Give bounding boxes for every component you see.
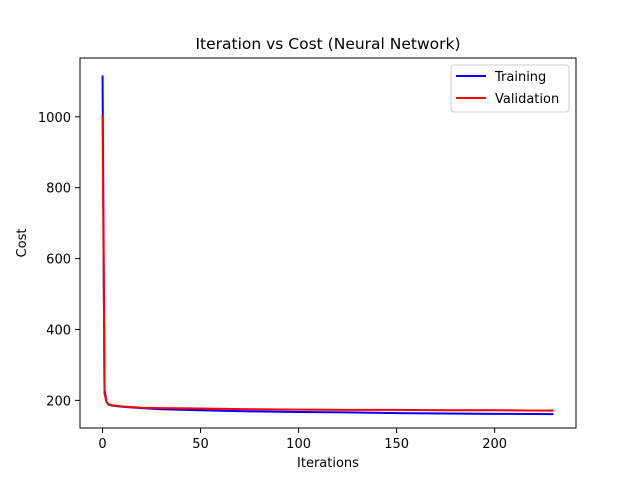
y-axis-label: Cost: [15, 229, 30, 258]
y-tick-label: 1000: [38, 111, 71, 126]
y-tick-label: 600: [46, 253, 71, 268]
legend-label-training: Training: [494, 70, 546, 85]
y-axis: 200 400 600 800 1000: [38, 111, 80, 409]
series-line-validation: [101, 115, 554, 412]
legend-label-validation: Validation: [495, 92, 559, 107]
chart-title: Iteration vs Cost (Neural Network): [195, 35, 460, 53]
legend: Training Validation: [450, 64, 570, 113]
y-tick-label: 400: [46, 323, 71, 338]
x-tick-label: 150: [384, 437, 409, 452]
x-axis: 0 50 100 150 200: [98, 428, 507, 452]
x-tick-label: 100: [286, 437, 311, 452]
x-axis-label: Iterations: [297, 456, 359, 471]
x-tick-label: 50: [192, 437, 209, 452]
series-layer: [101, 75, 554, 416]
x-tick-label: 200: [482, 437, 507, 452]
y-tick-label: 200: [46, 394, 71, 409]
y-tick-label: 800: [46, 182, 71, 197]
plot-frame: [79, 57, 577, 429]
x-tick-label: 0: [98, 437, 106, 452]
